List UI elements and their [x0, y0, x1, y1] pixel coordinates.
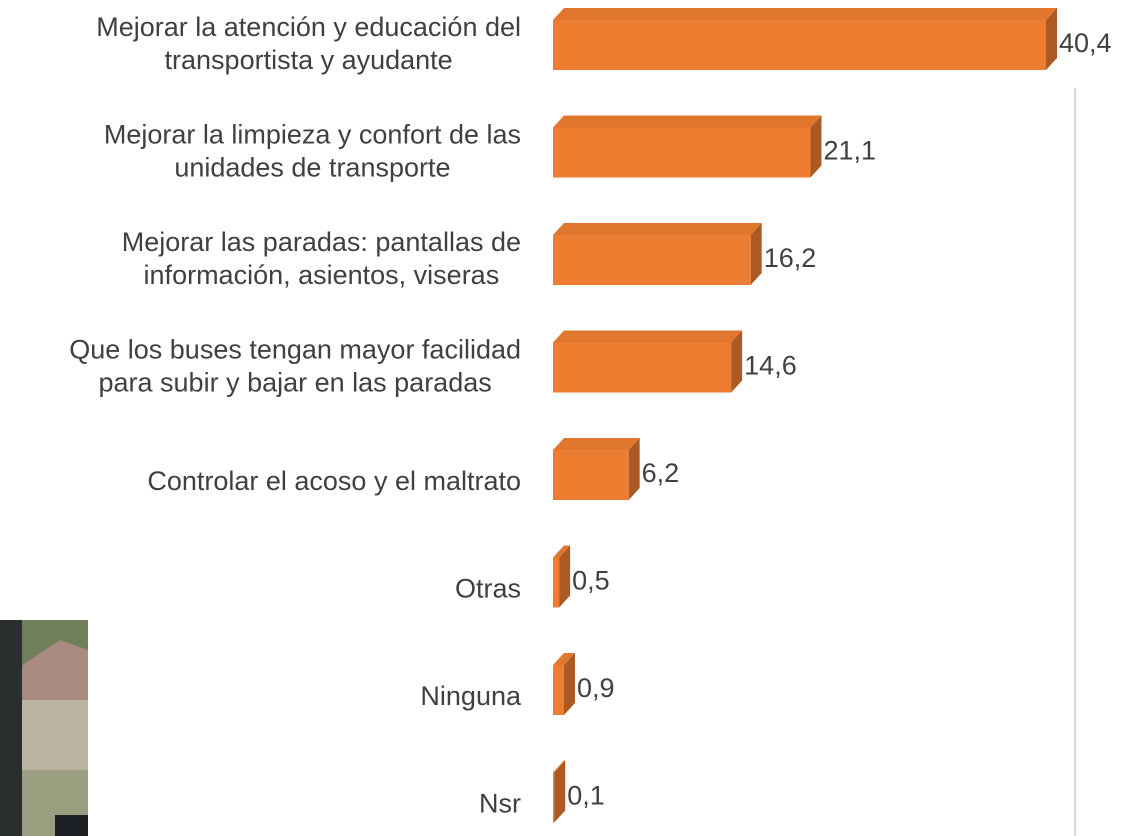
bar	[553, 330, 743, 393]
value-label: 6,2	[642, 458, 680, 488]
value-label: 21,1	[823, 136, 876, 166]
value-label: 14,6	[744, 351, 797, 381]
bar	[553, 115, 822, 178]
bar-side	[750, 223, 762, 285]
bar-side	[731, 330, 743, 393]
bar-top	[553, 760, 566, 773]
category-label: Controlar el acoso y el maltrato	[147, 466, 521, 496]
bar-front	[553, 127, 811, 178]
value-label: 0,1	[567, 781, 605, 811]
bar-side	[554, 760, 566, 823]
bar-side	[559, 545, 571, 608]
bar-top	[553, 115, 822, 128]
bar-front	[553, 450, 629, 500]
category-label: Nsr	[479, 789, 521, 819]
bar-side	[628, 438, 640, 500]
bar	[553, 653, 575, 715]
bar	[553, 8, 1057, 70]
bar	[553, 760, 566, 823]
value-label: 0,5	[572, 566, 610, 596]
category-label: Otras	[455, 574, 521, 604]
background-photo	[0, 620, 88, 836]
value-label: 0,9	[577, 673, 615, 703]
bar-top	[553, 330, 743, 343]
bar-front	[553, 557, 560, 608]
bar-top	[553, 438, 640, 450]
bar	[553, 545, 571, 608]
bar	[553, 223, 762, 285]
bar-front	[553, 665, 564, 715]
plot: 40,4 Mejorar la atención y educación del t…	[69, 8, 1112, 823]
bar-side	[1046, 8, 1057, 70]
category-label: Mejorar la atención y educación del trans…	[96, 12, 521, 75]
value-label: 40,4	[1059, 28, 1112, 58]
bar-front	[553, 235, 751, 285]
bar-top	[553, 8, 1057, 20]
category-label: Mejorar la limpieza y confort de las unid…	[104, 120, 521, 183]
category-label: Mejorar las paradas: pantallas de informa…	[122, 227, 521, 290]
bar-side	[563, 653, 575, 715]
bar-side	[810, 115, 822, 178]
bar	[553, 438, 640, 500]
category-label: Que los buses tengan mayor facilidad para…	[69, 335, 521, 398]
bar-top	[553, 653, 575, 665]
bar-front	[553, 772, 555, 823]
category-label: Ninguna	[420, 681, 522, 711]
bar-top	[553, 223, 762, 235]
value-label: 16,2	[764, 243, 817, 273]
bar-front	[553, 20, 1046, 70]
bar-front	[553, 342, 732, 393]
bar-top	[553, 545, 571, 558]
